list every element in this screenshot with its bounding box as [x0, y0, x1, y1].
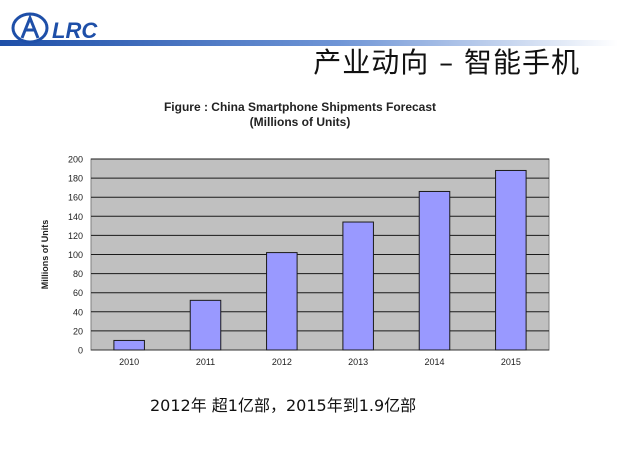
y-tick-label: 120: [68, 231, 83, 241]
bar-2010: [113, 339, 145, 351]
x-tick-label: 2010: [119, 357, 139, 367]
y-axis-ticks: 0 20 40 60 80 100 120 140 160 180 200: [68, 155, 83, 356]
x-tick-label: 2014: [424, 357, 444, 367]
slide-title: 产业动向 – 智能手机: [313, 46, 580, 79]
y-tick-label: 160: [68, 193, 83, 203]
x-tick-label: 2013: [348, 357, 368, 367]
header-band: LRC: [0, 12, 618, 46]
bars: [113, 169, 527, 351]
y-tick-label: 140: [68, 212, 83, 222]
x-tick-label: 2012: [272, 357, 292, 367]
logo-text: LRC: [52, 18, 98, 43]
y-tick-label: 40: [73, 307, 83, 317]
y-tick-label: 0: [78, 346, 83, 356]
y-tick-label: 200: [68, 155, 83, 165]
x-tick-label: 2011: [196, 357, 215, 367]
bar-chart: 0 20 40 60 80 100 120 140 160 180 200 2010 2011 2012…: [40, 155, 550, 367]
grid-lines: [91, 158, 549, 351]
bar-2013: [342, 221, 374, 351]
bar-2011: [189, 299, 222, 351]
bar-2015: [495, 169, 527, 351]
x-axis-ticks: 2010 2011 2012 2013 2014 2015: [119, 357, 521, 367]
bar-2014: [418, 190, 451, 351]
header-stripe: [0, 40, 618, 46]
lrc-logo-icon: [11, 12, 49, 44]
y-tick-label: 80: [73, 269, 83, 279]
y-tick-label: 100: [68, 250, 83, 260]
x-tick-label: 2015: [501, 357, 521, 367]
y-axis-label: Millions of Units: [40, 220, 50, 290]
y-tick-label: 180: [68, 174, 83, 184]
chart-title: Figure : China Smartphone Shipments Fore…: [120, 100, 480, 130]
y-tick-label: 20: [73, 326, 83, 336]
chart-title-line1: Figure : China Smartphone Shipments Fore…: [163, 100, 437, 114]
bar-2012: [266, 252, 298, 351]
y-tick-label: 60: [73, 288, 83, 298]
chart-title-line2: (Millions of Units): [249, 115, 351, 129]
caption: 2012年 超1亿部，2015年到1.9亿部: [150, 396, 417, 415]
